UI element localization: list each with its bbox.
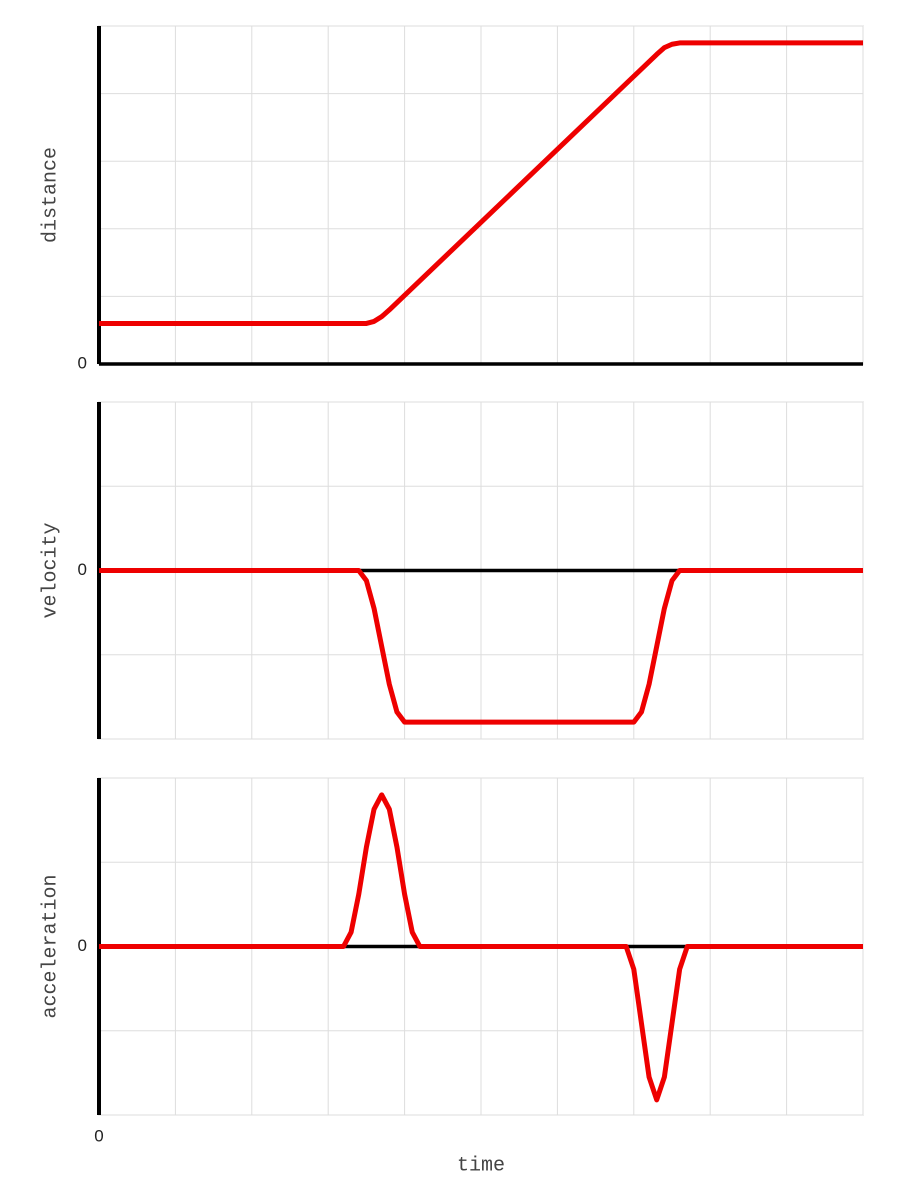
- y-tick-label: 0: [78, 560, 87, 579]
- series-line: [99, 568, 863, 725]
- y-axis-label: velocity: [39, 522, 62, 618]
- series-line: [99, 40, 863, 326]
- x-axis-label: time: [457, 1154, 505, 1177]
- x-tick-label: 0: [94, 1126, 103, 1145]
- y-tick-label: 0: [78, 936, 87, 955]
- y-axis-label: acceleration: [39, 874, 62, 1018]
- series-line: [99, 792, 863, 1103]
- y-tick-label: 0: [78, 353, 87, 372]
- y-axis-label: distance: [39, 147, 62, 243]
